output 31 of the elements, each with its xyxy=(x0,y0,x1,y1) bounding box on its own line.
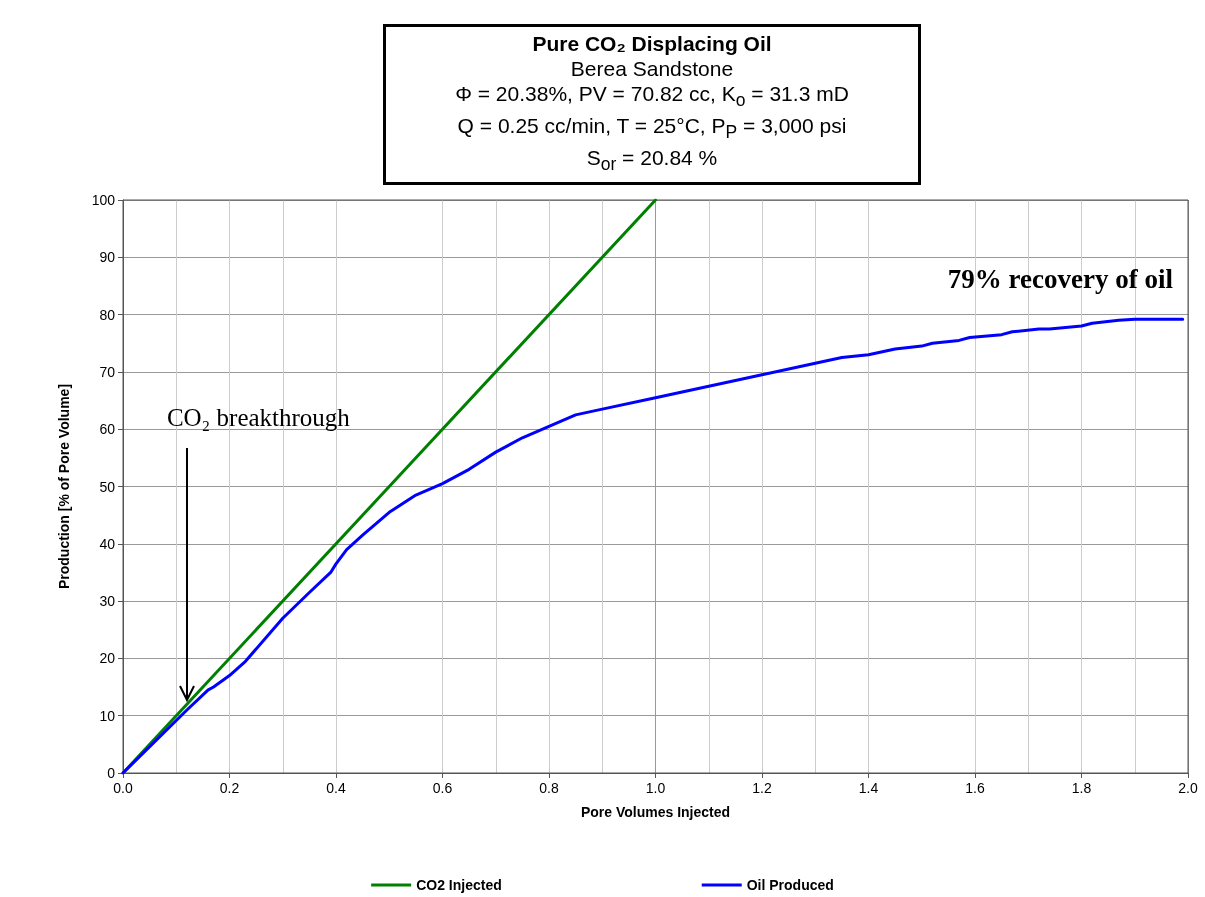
y-tick-label: 0 xyxy=(107,765,116,781)
x-tick-label: 0.4 xyxy=(326,780,346,796)
annotation: 79% recovery of oil xyxy=(947,264,1173,295)
chart-title: Pure CO₂ Displacing Oil xyxy=(531,31,773,56)
x-tick-label: 1.6 xyxy=(965,780,985,796)
x-tick-label: 1.0 xyxy=(645,780,666,796)
y-tick-label: 90 xyxy=(99,249,116,266)
x-tick-label: 1.2 xyxy=(752,780,772,796)
y-tick-label: 50 xyxy=(99,478,116,495)
y-tick-label: 70 xyxy=(99,363,116,380)
x-tick-label: 1.4 xyxy=(858,780,879,796)
y-tick-label: 30 xyxy=(99,593,116,610)
x-tick-label: 0.8 xyxy=(539,780,559,796)
y-tick-label: 20 xyxy=(99,650,116,667)
x-tick-label: 2.0 xyxy=(1178,780,1198,796)
y-axis-title: Production [% of Pore Volume] xyxy=(56,383,72,590)
legend-label: Oil Produced xyxy=(746,877,834,893)
x-tick-label: 0.6 xyxy=(432,780,453,796)
line-series xyxy=(121,317,1185,775)
text: Berea Sandstone Φ = 20.38%, PV = 70.82 cc, K$_{o}$ = 31.3 mD Q = 0.25 cc/min, T = 25°C, P$_{P}$ = 3,000 psi S$_{or}$ = 20.84 % xyxy=(455,57,849,175)
y-tick-label: 40 xyxy=(99,535,116,552)
x-axis-title: Pore Volumes Injected xyxy=(580,804,731,820)
x-tick-label: 0.0 xyxy=(113,780,133,796)
y-tick-label: 10 xyxy=(99,707,116,724)
x-tick-label: 1.8 xyxy=(1071,780,1092,796)
annotation: CO₂ breakthrough xyxy=(166,404,350,433)
y-tick-label: 100 xyxy=(91,192,116,208)
x-tick-label: 0.2 xyxy=(219,780,240,796)
legend-label: CO2 Injected xyxy=(416,877,502,893)
y-tick-label: 80 xyxy=(99,306,116,323)
y-tick-label: 60 xyxy=(99,421,116,438)
